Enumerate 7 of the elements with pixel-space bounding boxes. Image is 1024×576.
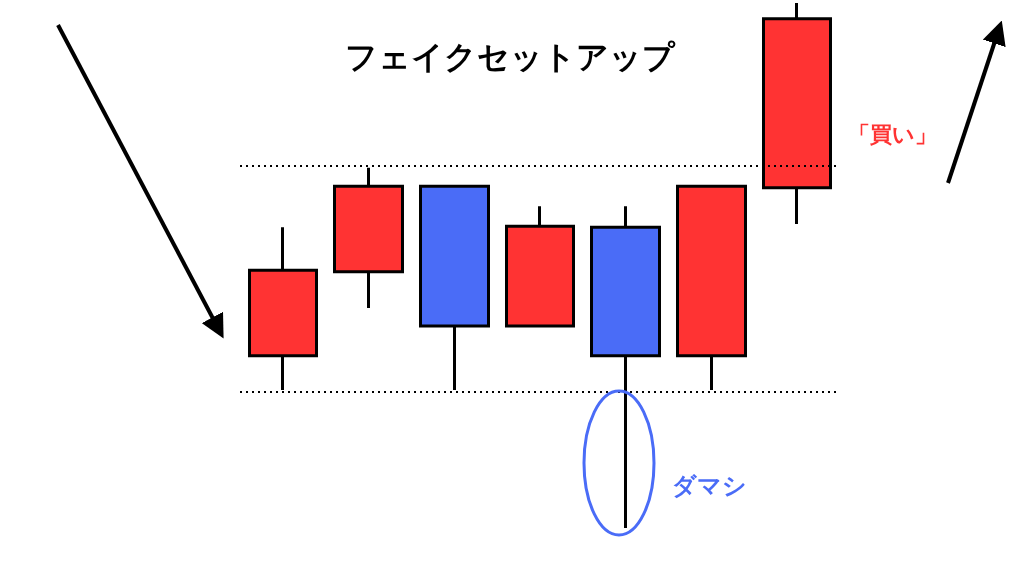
candlestick — [419, 184, 490, 390]
candlestick — [505, 206, 575, 328]
text: フェイクセットアップ — [345, 38, 676, 76]
text: 「買い」 — [848, 121, 937, 149]
candlestick — [676, 184, 747, 390]
annotation: ダマシ — [672, 471, 747, 502]
candlestick — [590, 206, 661, 528]
